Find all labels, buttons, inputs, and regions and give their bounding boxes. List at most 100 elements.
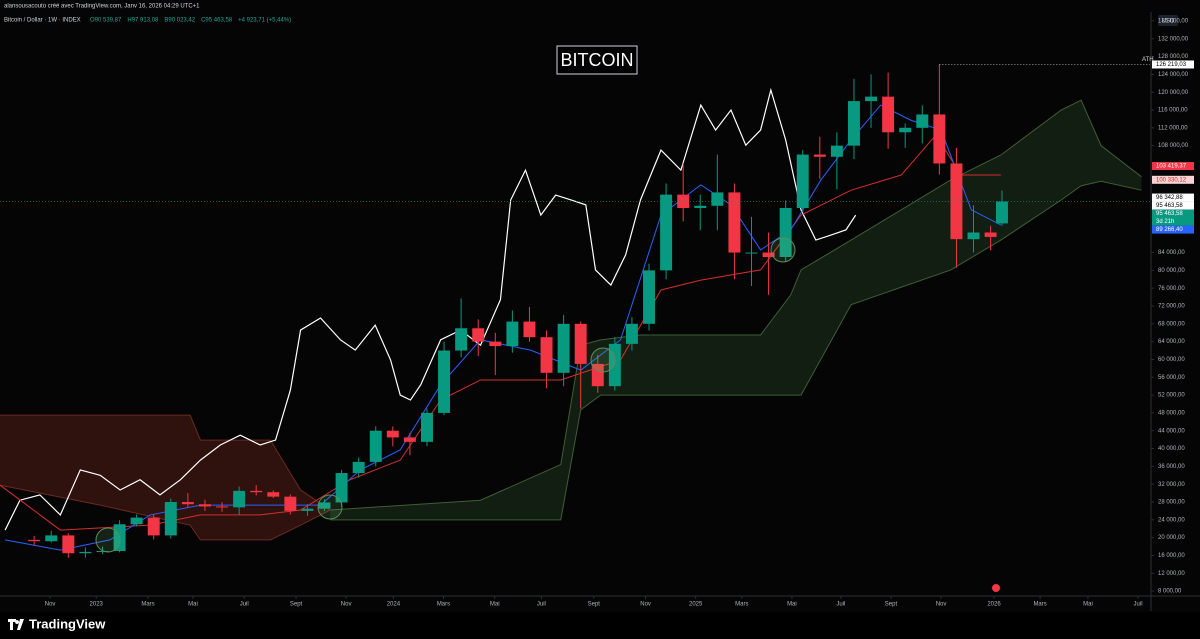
x-tick-label: Nov (341, 602, 352, 608)
price-marker-label: 89 266,40 (1156, 227, 1183, 233)
brand-name[interactable]: TradingView (29, 616, 106, 631)
x-tick-label: Mai (490, 602, 500, 608)
y-tick-label: 24 000,00 (1158, 517, 1185, 523)
candle-body (984, 232, 997, 237)
candle-body (198, 504, 211, 507)
ohlc-value: B90 023,42 (164, 18, 195, 24)
highlight-circles (95, 237, 796, 553)
candle-body (608, 343, 621, 387)
x-tick-label: Nov (936, 602, 947, 608)
candle-body (711, 192, 724, 206)
candle-body (847, 101, 860, 146)
x-tick-label: Mars (735, 602, 748, 608)
x-tick-label: Juil (1134, 602, 1143, 608)
candle-body (950, 163, 963, 240)
candle-body (301, 508, 314, 511)
candle-body (643, 270, 655, 324)
candle-body (369, 430, 382, 462)
cloud-upper (330, 99, 1142, 511)
y-tick-label: 108 000,00 (1158, 143, 1189, 149)
price-marker-label: 95 463,58 (1156, 211, 1183, 217)
y-tick-label: 64 000,00 (1158, 339, 1185, 345)
price-marker-label: 95 463,58 (1156, 203, 1183, 209)
candle-body (591, 363, 604, 387)
y-tick-label: 44 000,00 (1158, 428, 1185, 434)
chart-title: BITCOIN (560, 50, 633, 70)
candle-body (284, 496, 297, 511)
x-tick-label: Mars (437, 602, 450, 608)
candle-body (694, 205, 707, 208)
candle-body (147, 517, 160, 536)
price-marker (1152, 60, 1194, 69)
y-tick-label: 20 000,00 (1158, 535, 1185, 541)
brand-logo (8, 619, 24, 630)
candle-body (352, 461, 365, 474)
candle-body (899, 127, 912, 133)
candle-body (933, 114, 946, 164)
y-tick-label: 16 000,00 (1158, 553, 1185, 559)
highlight-circle (590, 347, 616, 373)
candle-body (625, 323, 638, 344)
price-marker (1152, 162, 1194, 171)
y-tick-label: 12 000,00 (1158, 571, 1185, 577)
y-tick-label: 28 000,00 (1158, 500, 1185, 506)
ohlc-value: O90 539,87 (90, 18, 122, 24)
price-marker (1152, 201, 1194, 210)
candle-body (130, 517, 143, 525)
x-tick-label: Sept (290, 602, 303, 608)
candle-body (250, 490, 263, 493)
currency-label[interactable]: USD (1162, 19, 1175, 25)
annotation: ATH (1142, 57, 1154, 63)
cloud-lower (330, 180, 1142, 521)
candle-body (28, 539, 41, 542)
y-tick-label: 112 000,00 (1158, 125, 1188, 131)
candle-body (967, 232, 980, 240)
price-marker (1152, 193, 1194, 202)
y-tick-label: 32 000,00 (1158, 482, 1185, 488)
symbol-name[interactable]: Bitcoin / Dollar · 1W · INDEX (4, 18, 81, 24)
price-marker (1152, 175, 1194, 184)
highlight-circle (95, 527, 121, 553)
y-tick-label: 8 000,00 (1158, 589, 1182, 595)
candle-body (540, 337, 553, 373)
candle-body (403, 437, 416, 442)
event-icon[interactable] (992, 584, 1000, 592)
x-tick-label: Nov (45, 602, 56, 608)
author-line: alansousacouto créé avec TradingView.com… (4, 4, 200, 10)
title-box (556, 45, 638, 75)
x-tick-label: Juil (537, 602, 546, 608)
plot-area (0, 64, 1142, 558)
candle-body (472, 328, 485, 342)
candle-body (557, 323, 570, 373)
x-tick-label: Sept (588, 602, 601, 608)
candle-body (762, 252, 775, 257)
candle-body (660, 194, 673, 271)
price-marker-label: 126 219,03 (1156, 62, 1187, 68)
indicator-line (0, 134, 1001, 531)
currency-box[interactable] (1158, 15, 1178, 26)
highlight-circle (317, 494, 343, 520)
cloud-area (330, 100, 1142, 520)
x-tick-label: 2023 (90, 602, 104, 608)
candle-body (574, 323, 587, 364)
candle-body (438, 350, 451, 413)
candle-body (96, 551, 109, 552)
x-tick-label: Mai (188, 602, 198, 608)
y-tick-label: 48 000,00 (1158, 410, 1185, 416)
y-tick-label: 132 000,00 (1158, 36, 1189, 42)
ohlc-readout: O90 539,87 H97 913,08 B90 023,42 C95 463,58… (90, 18, 291, 24)
candle-body (267, 492, 280, 497)
candle-body (455, 328, 468, 351)
y-tick-label: 36 000,00 (1158, 464, 1185, 470)
candle-body (677, 194, 690, 208)
y-tick-label: 84 000,00 (1158, 250, 1185, 256)
price-marker-label: 103 419,37 (1156, 164, 1187, 170)
y-tick-label: 136 000,00 (1158, 18, 1189, 24)
candle-body (882, 96, 895, 133)
cloud-area (0, 415, 331, 540)
y-tick-label: 124 000,00 (1158, 72, 1189, 78)
x-tick-label: 2024 (387, 602, 401, 608)
candle-body (335, 473, 348, 503)
x-tick-label: 2025 (689, 602, 703, 608)
